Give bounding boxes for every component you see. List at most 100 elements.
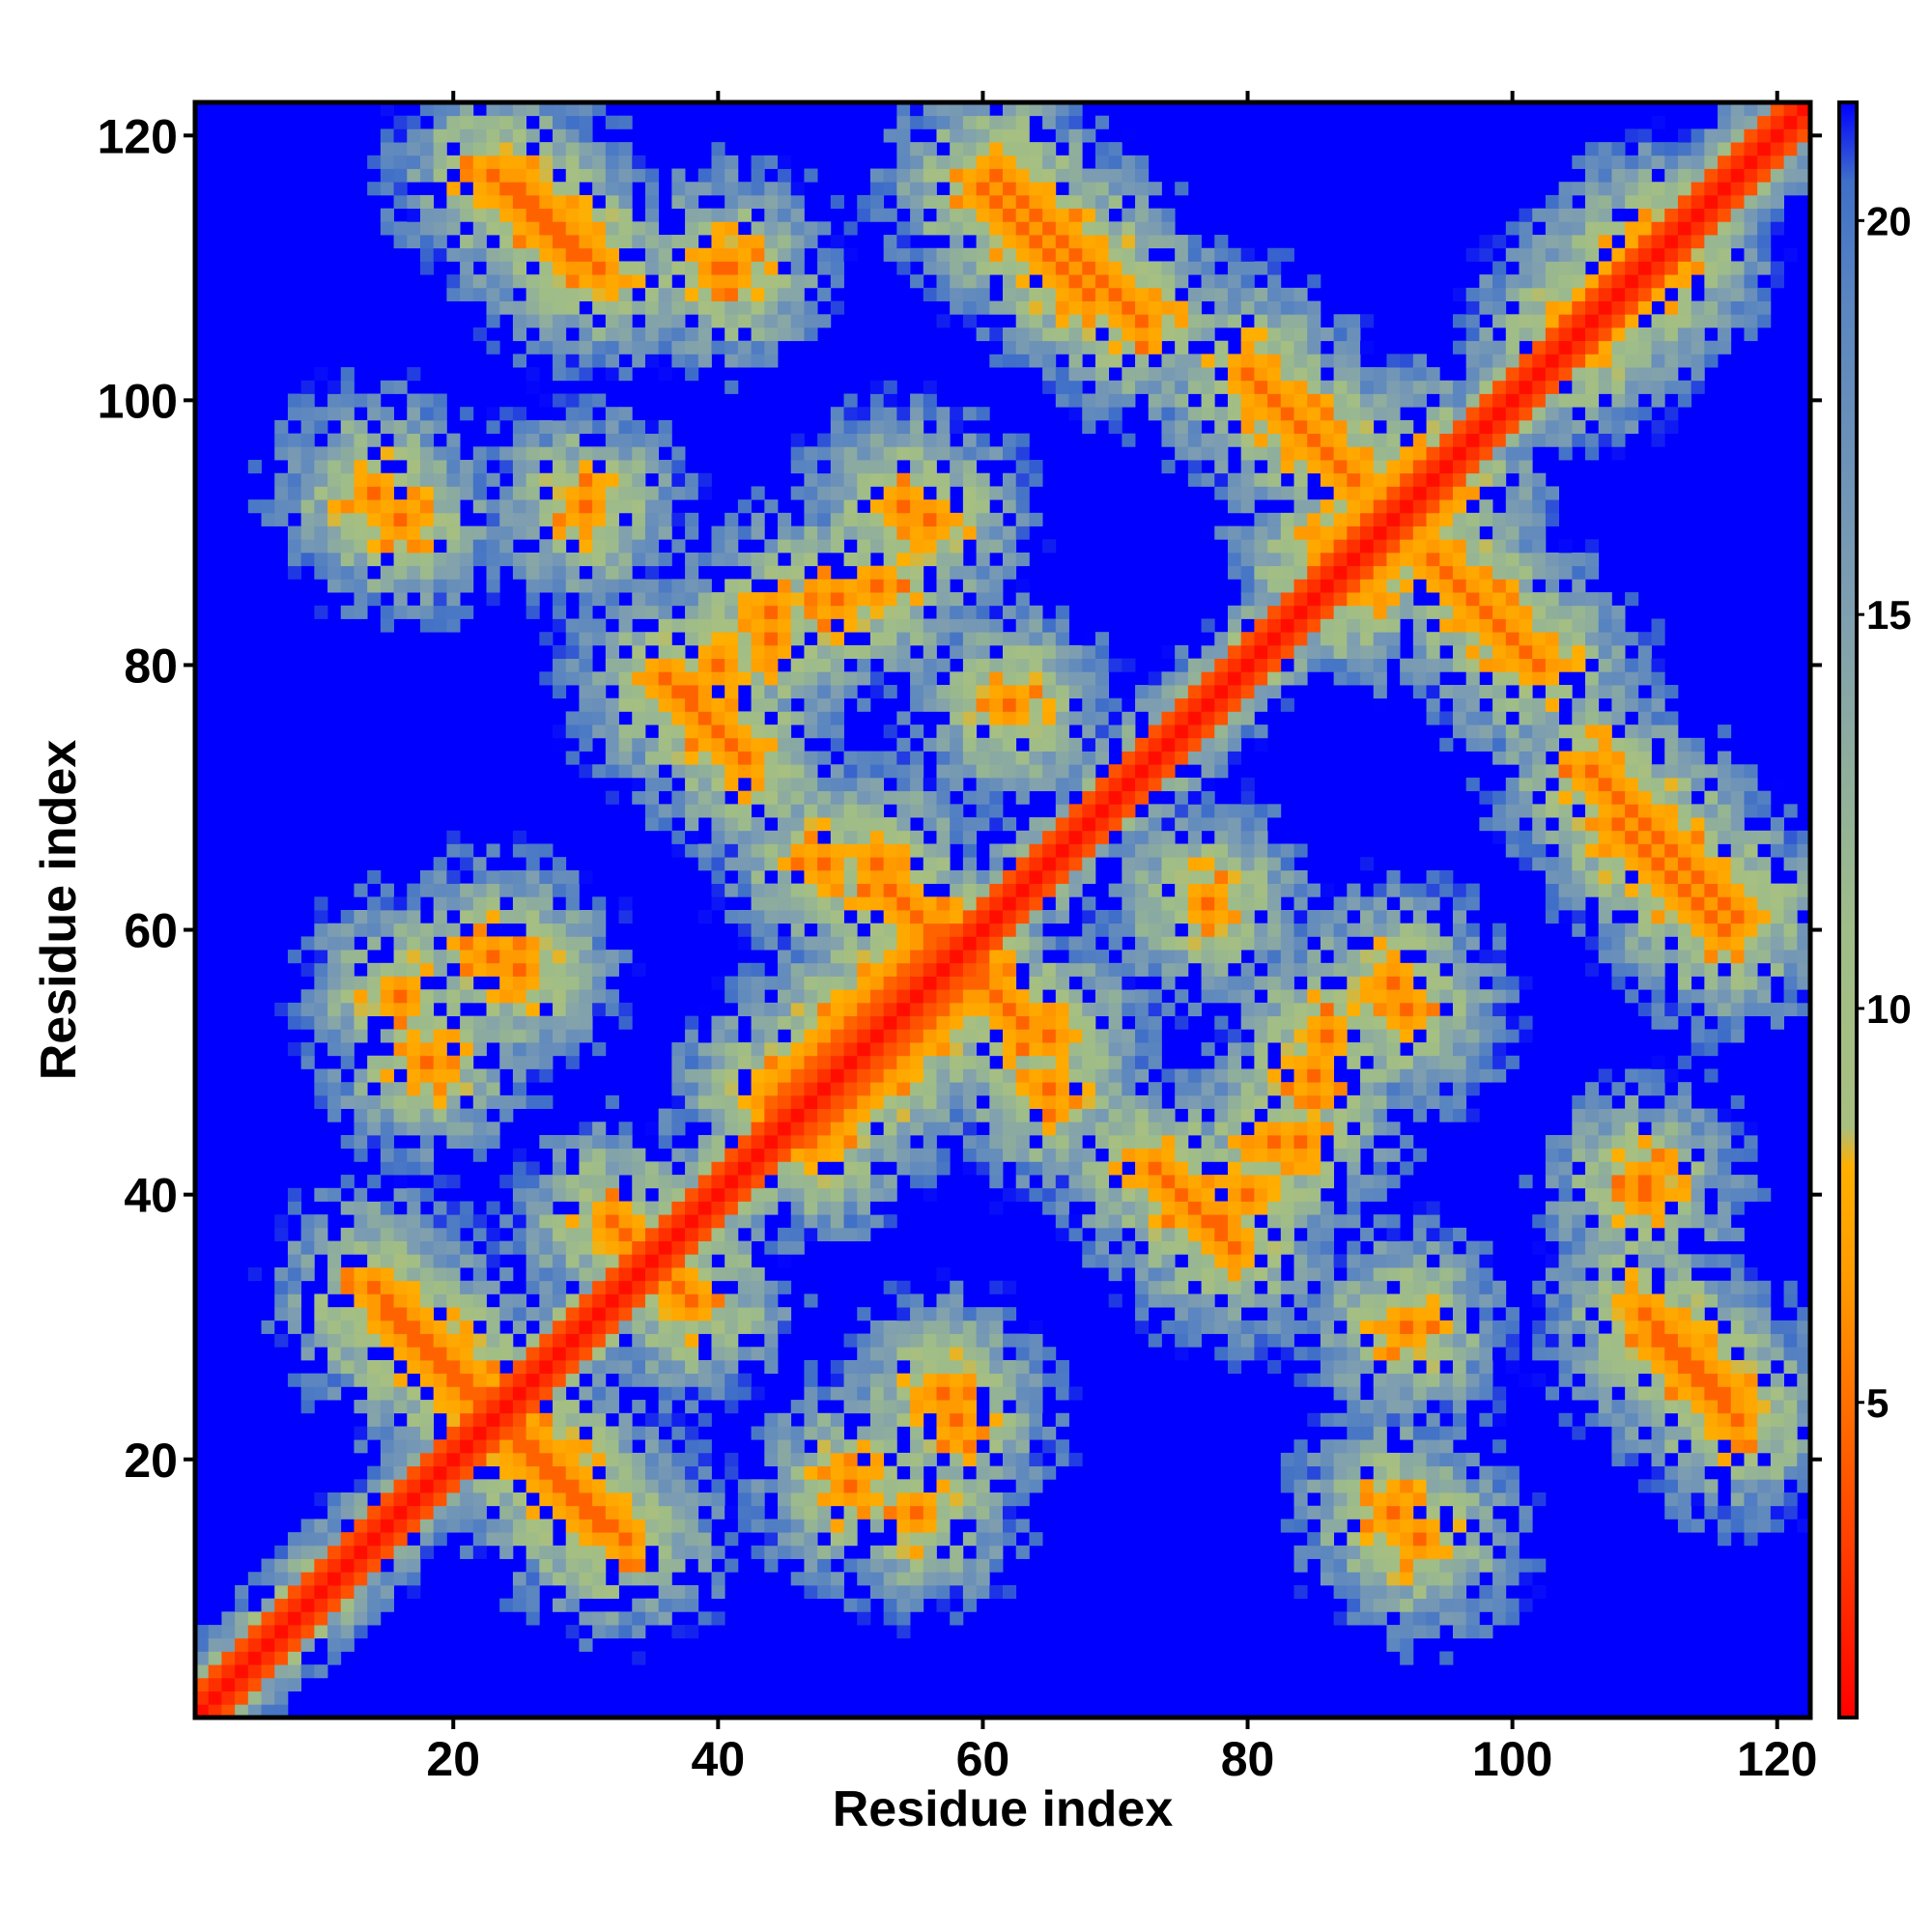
heatmap-cell — [923, 685, 937, 699]
heatmap-cell — [950, 1492, 964, 1507]
heatmap-cell — [1175, 1240, 1189, 1255]
heatmap-cell — [512, 1307, 527, 1321]
heatmap-cell — [737, 1373, 752, 1387]
heatmap-cell — [393, 539, 408, 554]
heatmap-cell — [512, 843, 527, 858]
heatmap-cell — [1029, 340, 1043, 355]
heatmap-cell — [883, 1492, 897, 1507]
heatmap-cell — [950, 1400, 964, 1414]
heatmap-cell — [393, 155, 408, 169]
heatmap-cell — [778, 737, 792, 752]
heatmap-cell — [1161, 936, 1176, 951]
heatmap-cell — [393, 1400, 408, 1414]
heatmap-cell — [751, 1134, 765, 1150]
heatmap-cell — [910, 764, 924, 779]
heatmap-cell — [724, 817, 739, 832]
heatmap-cell — [579, 869, 593, 884]
heatmap-cell — [539, 261, 554, 275]
heatmap-cell — [804, 804, 818, 818]
heatmap-cell — [486, 287, 500, 301]
heatmap-cell — [1082, 221, 1096, 236]
heatmap-cell — [1108, 393, 1122, 408]
heatmap-cell — [751, 1029, 765, 1043]
heatmap-cell — [737, 1187, 752, 1202]
heatmap-cell — [790, 1015, 805, 1030]
heatmap-cell — [512, 168, 527, 183]
heatmap-cell — [1003, 1082, 1017, 1096]
heatmap-cell — [817, 869, 832, 884]
heatmap-cell — [936, 1572, 951, 1586]
heatmap-cell — [817, 632, 832, 646]
heatmap-cell — [1122, 128, 1136, 143]
heatmap-cell — [644, 579, 660, 593]
heatmap-cell — [857, 671, 871, 686]
heatmap-cell — [1042, 208, 1057, 222]
heatmap-cell — [962, 208, 977, 222]
heatmap-cell — [883, 512, 897, 526]
heatmap-cell — [1122, 1254, 1136, 1268]
heatmap-cell — [1082, 407, 1096, 421]
heatmap-cell — [539, 221, 554, 236]
heatmap-cell — [830, 869, 844, 884]
heatmap-cell — [976, 102, 990, 117]
heatmap-cell — [261, 512, 275, 526]
heatmap-cell — [830, 830, 844, 844]
heatmap-cell — [910, 1373, 924, 1387]
heatmap-cell — [1122, 869, 1136, 884]
heatmap-cell — [751, 1082, 765, 1096]
heatmap-cell — [327, 526, 342, 540]
heatmap-cell — [499, 1426, 514, 1440]
heatmap-cell — [1015, 790, 1030, 805]
heatmap-cell — [393, 1187, 408, 1202]
heatmap-cell — [910, 1519, 924, 1533]
heatmap-cell — [843, 1333, 858, 1348]
heatmap-cell — [327, 1598, 342, 1612]
heatmap-cell — [393, 1333, 408, 1348]
heatmap-cell — [1094, 751, 1110, 765]
heatmap-cell — [565, 142, 580, 156]
heatmap-cell — [367, 869, 382, 884]
heatmap-cell — [340, 1055, 355, 1069]
heatmap-cell — [605, 592, 619, 607]
heatmap-cell — [658, 1359, 672, 1375]
heatmap-cell — [565, 340, 580, 355]
heatmap-cell — [314, 1373, 328, 1387]
heatmap-cell — [327, 1068, 342, 1083]
heatmap-cell — [287, 1201, 302, 1215]
heatmap-cell — [539, 1175, 554, 1189]
heatmap-cell — [367, 552, 382, 567]
heatmap-cell — [751, 923, 765, 937]
heatmap-cell — [512, 962, 527, 977]
heatmap-cell — [976, 221, 990, 236]
heatmap-cell — [1015, 1082, 1030, 1096]
heatmap-cell — [553, 1333, 567, 1348]
heatmap-cell — [830, 857, 844, 871]
heatmap-cell — [340, 1598, 355, 1612]
heatmap-cell — [1015, 1094, 1030, 1109]
heatmap-cell — [1055, 711, 1069, 725]
heatmap-cell — [539, 579, 554, 593]
heatmap-cell — [737, 923, 752, 937]
heatmap-cell — [486, 1373, 500, 1387]
heatmap-cell — [592, 1002, 607, 1017]
heatmap-cell — [804, 221, 818, 236]
heatmap-cell — [1122, 274, 1136, 289]
heatmap-cell — [472, 526, 487, 540]
heatmap-cell — [512, 419, 527, 435]
heatmap-cell — [989, 565, 1004, 580]
heatmap-cell — [817, 1572, 832, 1586]
heatmap-cell — [1055, 1359, 1069, 1375]
heatmap-cell — [1175, 1293, 1189, 1308]
heatmap-cell — [658, 1479, 672, 1493]
heatmap-cell — [618, 605, 633, 619]
heatmap-cell — [433, 1055, 447, 1069]
heatmap-cell — [499, 460, 514, 474]
heatmap-cell — [539, 512, 554, 526]
heatmap-cell — [300, 1347, 315, 1361]
heatmap-cell — [857, 1068, 871, 1083]
heatmap-cell — [340, 539, 355, 554]
heatmap-cell — [671, 671, 686, 686]
heatmap-cell — [367, 393, 382, 408]
heatmap-cell — [711, 605, 725, 619]
heatmap-cell — [778, 724, 792, 739]
